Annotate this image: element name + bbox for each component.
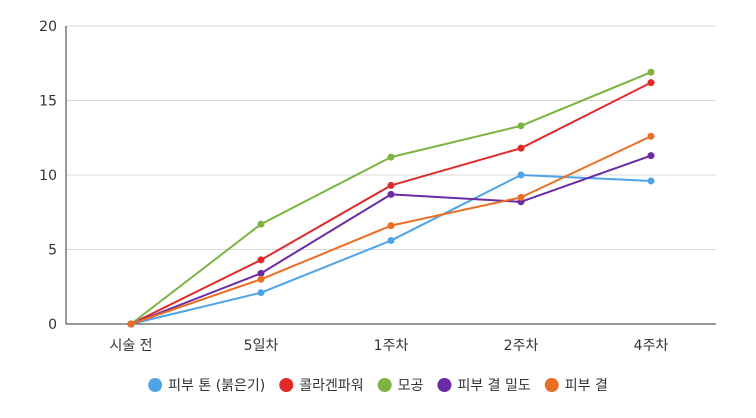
data-point xyxy=(257,220,265,228)
legend-label: 콜라겐파워 xyxy=(299,378,363,394)
series-1 xyxy=(127,79,655,328)
x-tick-label: 5일차 xyxy=(244,338,279,354)
legend-marker xyxy=(544,378,559,392)
data-point xyxy=(517,144,525,152)
data-point xyxy=(257,269,265,277)
data-point xyxy=(387,190,395,198)
legend: 피부 톤 (붉은기) 콜라겐파워 모공 피부 결 밀도 피부 결 xyxy=(148,378,608,394)
data-point xyxy=(127,320,135,328)
data-point xyxy=(647,177,655,185)
legend-label: 피부 톤 (붉은기) xyxy=(168,378,265,394)
y-tick-label: 10 xyxy=(39,168,57,184)
legend-marker xyxy=(437,378,452,392)
data-point xyxy=(647,79,655,87)
data-point xyxy=(387,153,395,161)
data-point xyxy=(647,68,655,76)
y-tick-label: 5 xyxy=(48,243,57,259)
data-point xyxy=(647,152,655,160)
legend-label: 피부 결 xyxy=(565,378,608,394)
data-point xyxy=(257,275,265,283)
legend-marker xyxy=(279,378,294,392)
data-point xyxy=(387,222,395,230)
legend-marker xyxy=(148,378,163,392)
series-2 xyxy=(127,68,655,328)
legend-label: 피부 결 밀도 xyxy=(457,378,530,394)
x-tick-label: 1주차 xyxy=(374,338,409,354)
legend-marker xyxy=(377,378,392,392)
x-tick-label: 2주차 xyxy=(504,338,539,354)
series-line xyxy=(130,135,652,325)
data-point xyxy=(257,289,265,297)
data-point xyxy=(387,237,395,245)
data-point xyxy=(387,181,395,189)
series-line xyxy=(130,81,652,325)
data-point xyxy=(517,193,525,201)
legend-label: 모공 xyxy=(398,378,424,394)
y-tick-label: 20 xyxy=(39,19,57,35)
x-axis: 시술 전 5일차 1주차 2주차 4주차 xyxy=(66,323,716,354)
y-tick-label: 0 xyxy=(48,317,57,333)
data-point xyxy=(517,122,525,130)
x-tick-label: 4주차 xyxy=(634,338,669,354)
data-point xyxy=(647,132,655,140)
data-point xyxy=(517,171,525,179)
y-axis: 0 5 10 15 20 xyxy=(39,19,67,333)
series-group xyxy=(127,68,655,328)
x-tick-label: 시술 전 xyxy=(109,338,152,354)
series-4 xyxy=(127,132,655,328)
data-point xyxy=(257,256,265,264)
y-tick-label: 15 xyxy=(39,94,57,110)
gridlines xyxy=(66,25,716,250)
